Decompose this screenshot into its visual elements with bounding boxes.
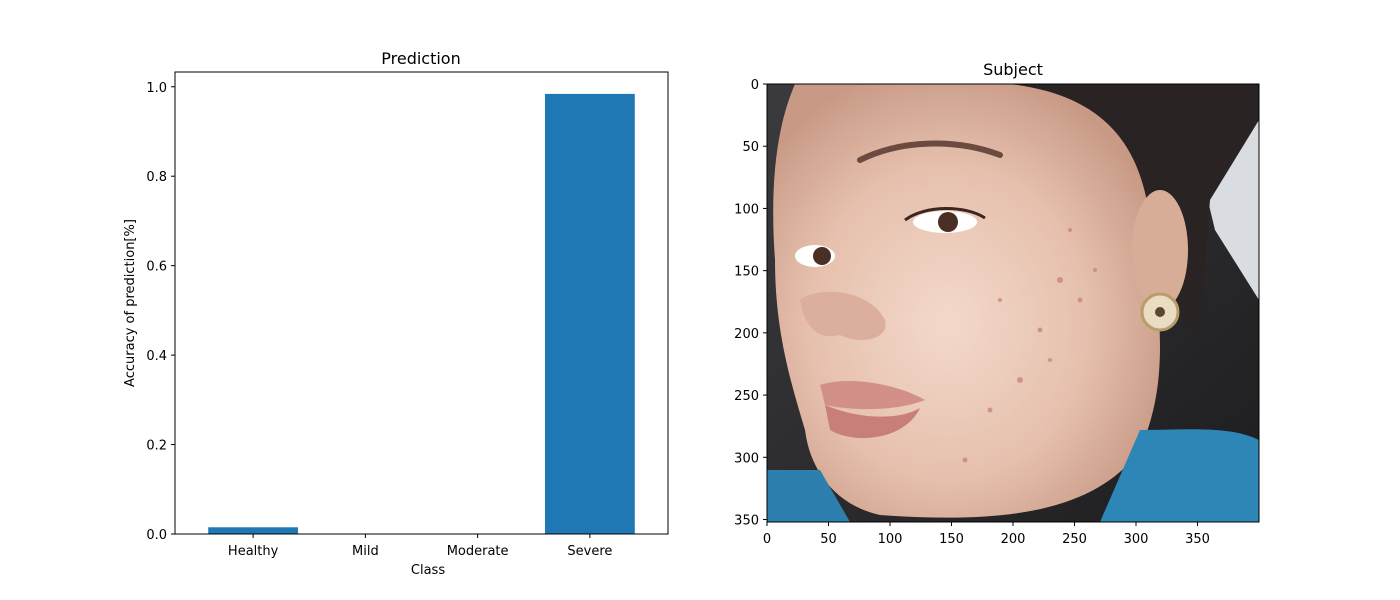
image-x-tick-label: 300	[1124, 532, 1149, 547]
plot-area: Healthy Mild Moderate Severe 0.0 0.2 0.4 0.6 0.8…	[146, 71, 669, 559]
y-tick-label: 1.0	[146, 81, 167, 96]
image-x-tick-label: 50	[820, 532, 837, 547]
y-axis-label: Accuracy of prediction[%]	[123, 219, 138, 387]
prediction-chart: Prediction Healthy Mild Moderate Severe 0.0 0…	[123, 49, 669, 578]
y-tick-label: 0.6	[146, 260, 167, 275]
chart-title: Prediction	[381, 49, 460, 68]
image-y-tick-label: 250	[734, 389, 759, 404]
image-x-tick-label: 350	[1185, 532, 1210, 547]
image-x-tick-label: 150	[939, 532, 964, 547]
bar-severe	[544, 93, 635, 535]
image-y-tick-label: 100	[734, 202, 759, 217]
image-x-tick-label: 0	[763, 532, 771, 547]
x-tick-label: Severe	[567, 544, 612, 559]
y-tick-label: 0.4	[146, 349, 167, 364]
image-x-tick-label: 250	[1062, 532, 1087, 547]
x-tick-label: Mild	[352, 544, 379, 559]
subject-panel: Subject	[734, 60, 1260, 547]
image-title: Subject	[983, 60, 1043, 79]
y-tick-label: 0.8	[146, 170, 167, 185]
image-axes: 0 50 100 150 200 250 300 350 0 50 100 150 200 250 300 3…	[734, 78, 1210, 547]
image-x-tick-label: 100	[878, 532, 903, 547]
image-y-tick-label: 300	[734, 451, 759, 466]
y-tick-label: 0.2	[146, 439, 167, 454]
subject-photo	[767, 84, 1259, 522]
image-x-tick-label: 200	[1001, 532, 1026, 547]
x-tick-label: Healthy	[228, 544, 279, 559]
plot-frame	[174, 71, 669, 535]
x-tick-label: Moderate	[447, 544, 509, 559]
image-y-tick-label: 50	[742, 140, 759, 155]
y-tick-label: 0.0	[146, 528, 167, 543]
image-y-tick-label: 350	[734, 514, 759, 529]
x-axis-label: Class	[411, 563, 445, 578]
image-y-tick-label: 200	[734, 327, 759, 342]
image-y-tick-label: 0	[751, 78, 759, 93]
bar-healthy	[208, 527, 299, 534]
image-y-tick-label: 150	[734, 265, 759, 280]
